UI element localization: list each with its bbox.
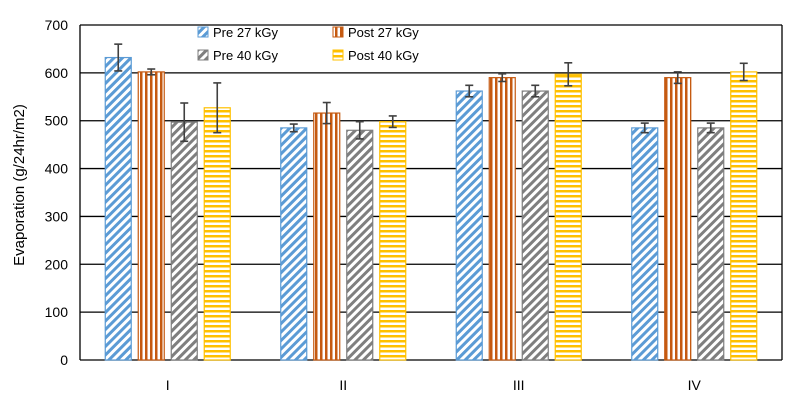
- y-tick-label: 300: [45, 208, 69, 224]
- x-axis-ticks: I II III IV: [166, 377, 702, 393]
- y-tick-label: 0: [60, 352, 68, 368]
- bar: [346, 129, 374, 361]
- x-tick-label: IV: [688, 377, 702, 393]
- bar: [313, 112, 341, 361]
- bars: [104, 56, 758, 361]
- bar: [488, 77, 516, 361]
- bar: [104, 56, 132, 361]
- y-tick-label: 700: [45, 17, 69, 33]
- y-tick-label: 200: [45, 256, 69, 272]
- bar: [631, 127, 659, 361]
- legend-label: Pre 40 kGy: [213, 48, 279, 63]
- legend-swatch: [332, 26, 344, 38]
- bar: [203, 107, 231, 361]
- y-tick-label: 500: [45, 113, 69, 129]
- legend-swatch: [332, 49, 344, 61]
- bar: [455, 90, 483, 361]
- y-tick-label: 100: [45, 304, 69, 320]
- bar: [137, 71, 165, 361]
- legend-swatch: [197, 26, 209, 38]
- y-axis-ticks: 0 100 200 300 400 500 600 700: [45, 17, 69, 368]
- error-bars: [114, 43, 748, 143]
- bar: [554, 73, 582, 361]
- legend-label: Post 27 kGy: [348, 25, 419, 40]
- x-tick-label: I: [166, 377, 170, 393]
- legend: Pre 27 kGy Post 27 kGy Pre 40 kGy Post 40 k…: [197, 25, 419, 63]
- bar: [664, 77, 692, 361]
- bar: [280, 127, 308, 361]
- x-tick-label: III: [513, 377, 525, 393]
- y-tick-label: 400: [45, 161, 69, 177]
- bar: [730, 71, 758, 361]
- legend-label: Post 40 kGy: [348, 48, 419, 63]
- bar: [170, 121, 198, 361]
- y-axis-label: Evaporation (g/24hr/m2): [11, 104, 28, 266]
- x-tick-label: II: [339, 377, 347, 393]
- bar: [697, 127, 725, 361]
- legend-swatch: [197, 49, 209, 61]
- legend-label: Pre 27 kGy: [213, 25, 279, 40]
- bar: [521, 90, 549, 361]
- bar: [379, 121, 407, 361]
- y-tick-label: 600: [45, 65, 69, 81]
